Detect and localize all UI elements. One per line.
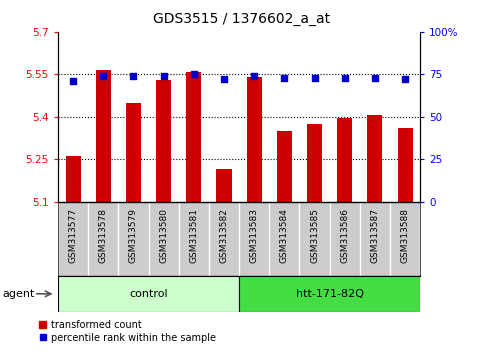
Point — [190, 72, 198, 77]
Point — [99, 73, 107, 79]
Text: GSM313584: GSM313584 — [280, 208, 289, 263]
Bar — [398, 128, 412, 202]
Bar — [216, 169, 231, 202]
Point — [250, 73, 258, 79]
Bar — [126, 103, 141, 202]
Text: GSM313586: GSM313586 — [340, 208, 349, 263]
Bar — [307, 124, 322, 202]
Text: control: control — [129, 289, 168, 299]
Bar — [186, 72, 201, 202]
Bar — [156, 80, 171, 202]
Bar — [277, 131, 292, 202]
Bar — [58, 276, 239, 312]
Text: agent: agent — [2, 289, 35, 299]
Point — [401, 76, 409, 82]
Point — [311, 75, 318, 81]
Point — [281, 75, 288, 81]
Bar — [337, 118, 352, 202]
Point — [371, 75, 379, 81]
Text: GDS3515 / 1376602_a_at: GDS3515 / 1376602_a_at — [153, 12, 330, 27]
Text: GSM313580: GSM313580 — [159, 208, 168, 263]
Bar — [368, 115, 383, 202]
Text: GSM313585: GSM313585 — [310, 208, 319, 263]
Bar — [247, 77, 262, 202]
Point — [129, 73, 137, 79]
Text: GSM313578: GSM313578 — [99, 208, 108, 263]
Bar — [96, 70, 111, 202]
Text: GSM313583: GSM313583 — [250, 208, 259, 263]
Text: GSM313579: GSM313579 — [129, 208, 138, 263]
Text: GSM313587: GSM313587 — [370, 208, 380, 263]
Bar — [66, 156, 81, 202]
Text: htt-171-82Q: htt-171-82Q — [296, 289, 364, 299]
Text: GSM313582: GSM313582 — [219, 208, 228, 263]
Point — [160, 73, 168, 79]
Point — [220, 76, 228, 82]
Text: GSM313581: GSM313581 — [189, 208, 199, 263]
Legend: transformed count, percentile rank within the sample: transformed count, percentile rank withi… — [39, 320, 216, 343]
Bar — [239, 276, 420, 312]
Point — [341, 75, 349, 81]
Text: GSM313577: GSM313577 — [69, 208, 78, 263]
Text: GSM313588: GSM313588 — [400, 208, 410, 263]
Point — [69, 78, 77, 84]
